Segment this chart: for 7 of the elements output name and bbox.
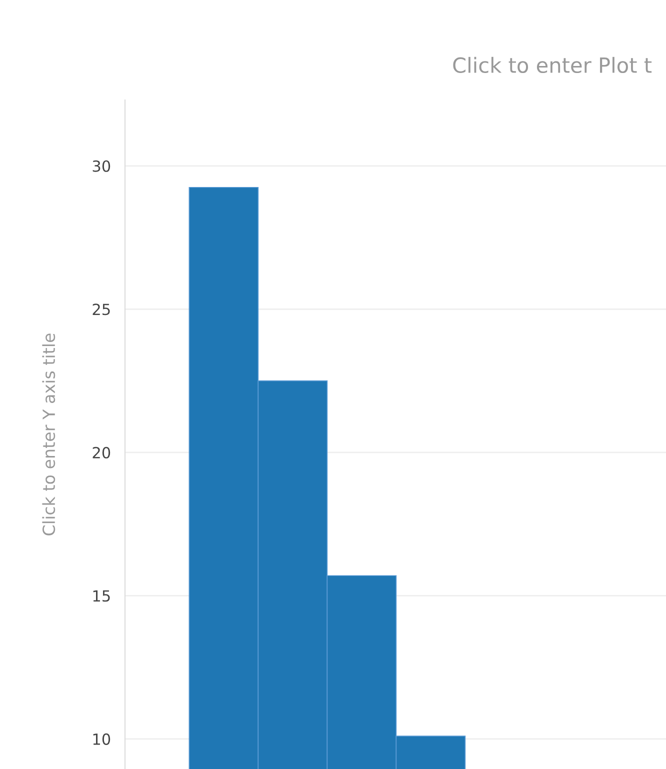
y-tick-label: 20 — [92, 446, 110, 458]
text: Click to enter Plot t — [453, 56, 652, 74]
y-axis-title: Click to enter Y axis title — [42, 334, 56, 536]
y-tick-label: 10 — [93, 733, 110, 745]
y-tick-label: 30 — [92, 160, 110, 172]
y-tick-label: 25 — [92, 304, 110, 316]
y-tick-label: 15 — [93, 590, 110, 602]
